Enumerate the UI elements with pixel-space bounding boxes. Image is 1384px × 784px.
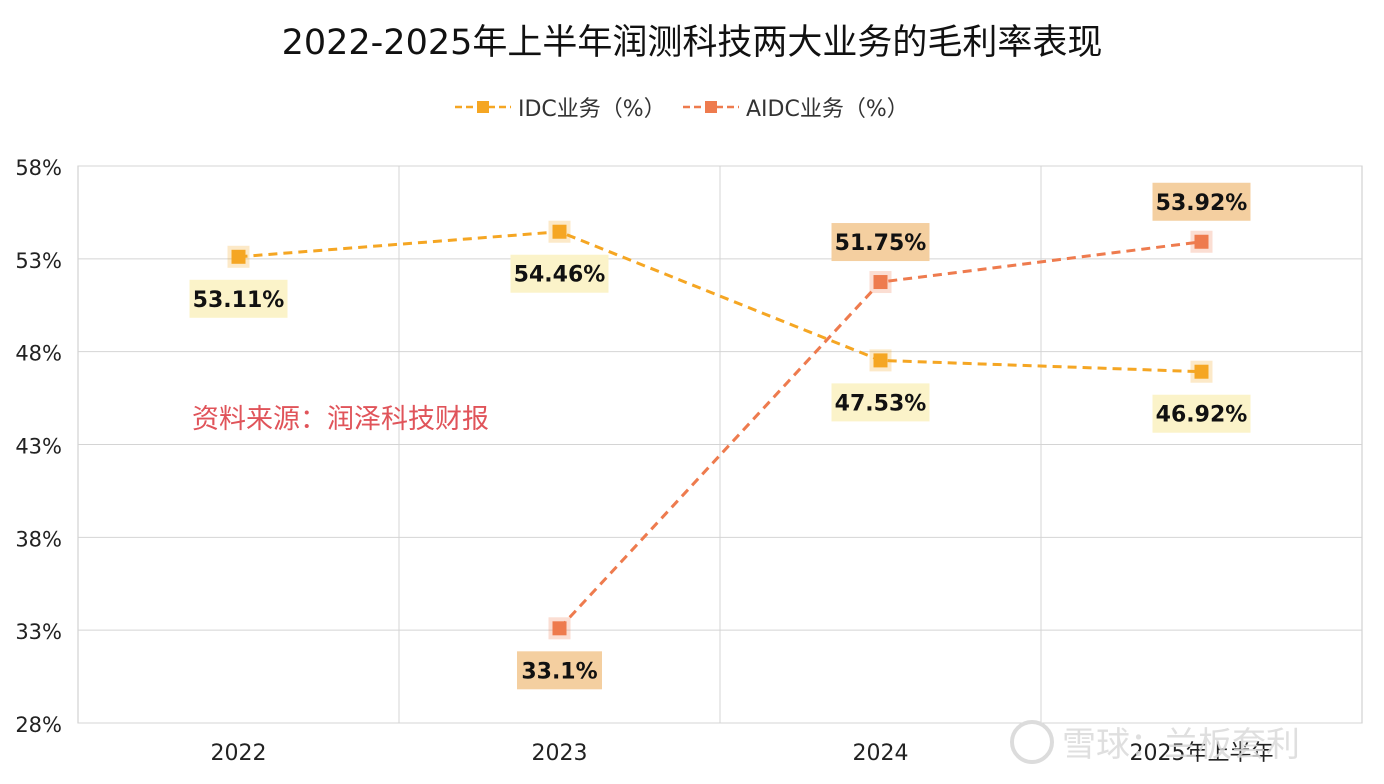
data-label-text: 51.75% bbox=[835, 231, 927, 256]
data-label: 53.92% bbox=[1152, 182, 1251, 221]
legend-marker bbox=[477, 101, 489, 113]
chart-title: 2022-2025年上半年润测科技两大业务的毛利率表现 bbox=[282, 23, 1103, 63]
y-tick-label: 53% bbox=[15, 249, 62, 273]
data-label-background bbox=[517, 651, 602, 690]
data-label-background bbox=[831, 223, 930, 262]
data-label-text: 53.11% bbox=[193, 288, 285, 313]
data-label-background bbox=[510, 254, 609, 293]
data-point bbox=[873, 353, 888, 368]
y-tick-label: 43% bbox=[15, 435, 62, 459]
data-point bbox=[873, 275, 888, 290]
data-label-background bbox=[189, 279, 288, 318]
data-point bbox=[231, 249, 246, 264]
data-label: 54.46% bbox=[510, 254, 609, 293]
data-point bbox=[1194, 364, 1209, 379]
watermark-text: 雪球：兰板套利 bbox=[1062, 725, 1300, 765]
x-tick-label: 2022 bbox=[211, 741, 267, 766]
y-axis: 58% 53% 48% 43% 38% 33% 28% bbox=[15, 156, 62, 737]
y-tick-label: 28% bbox=[15, 713, 62, 737]
legend: IDC业务（%） AIDC业务（%） bbox=[455, 97, 909, 122]
x-tick-label: 2023 bbox=[532, 741, 588, 766]
data-label: 46.92% bbox=[1152, 394, 1251, 433]
data-label: 33.1% bbox=[517, 651, 602, 690]
watermark: 雪球：兰板套利 bbox=[1010, 720, 1300, 765]
series-layer bbox=[227, 220, 1213, 640]
x-axis: 2022 2023 2024 2025年上半年 bbox=[211, 741, 1274, 766]
data-label: 53.11% bbox=[189, 279, 288, 318]
data-label-text: 54.46% bbox=[514, 263, 606, 288]
y-tick-label: 48% bbox=[15, 342, 62, 366]
series-line bbox=[238, 230, 1202, 374]
y-tick-label: 38% bbox=[15, 527, 62, 551]
data-point bbox=[552, 621, 567, 636]
y-tick-label: 33% bbox=[15, 620, 62, 644]
data-label-text: 33.1% bbox=[521, 659, 597, 684]
data-point bbox=[552, 224, 567, 239]
data-label-background bbox=[831, 383, 930, 422]
watermark-logo-icon bbox=[1010, 720, 1054, 764]
source-annotation: 资料来源：润泽科技财报 bbox=[192, 404, 489, 435]
y-tick-label: 58% bbox=[15, 156, 62, 180]
grid bbox=[77, 165, 1363, 724]
data-label-background bbox=[1152, 394, 1251, 433]
data-label: 51.75% bbox=[831, 223, 930, 262]
x-tick-label: 2025年上半年 bbox=[1130, 741, 1274, 766]
legend-item: AIDC业务（%） bbox=[683, 97, 909, 122]
data-label-text: 47.53% bbox=[835, 391, 927, 416]
legend-label: IDC业务（%） bbox=[518, 97, 666, 122]
data-point bbox=[1194, 234, 1209, 249]
legend-marker bbox=[705, 101, 717, 113]
data-labels: 53.11% 54.46% 47.53% 46.92% 33.1% 51.75% 53.92… bbox=[189, 182, 1251, 690]
x-tick-label: 2024 bbox=[853, 741, 909, 766]
legend-label: AIDC业务（%） bbox=[746, 97, 909, 122]
data-label-text: 46.92% bbox=[1156, 403, 1248, 428]
data-label-text: 53.92% bbox=[1156, 191, 1248, 216]
series-aidc bbox=[548, 230, 1213, 640]
data-label: 47.53% bbox=[831, 383, 930, 422]
series-line bbox=[558, 240, 1202, 630]
legend-item: IDC业务（%） bbox=[455, 97, 666, 122]
series-idc bbox=[227, 220, 1213, 383]
data-label-background bbox=[1152, 182, 1251, 221]
